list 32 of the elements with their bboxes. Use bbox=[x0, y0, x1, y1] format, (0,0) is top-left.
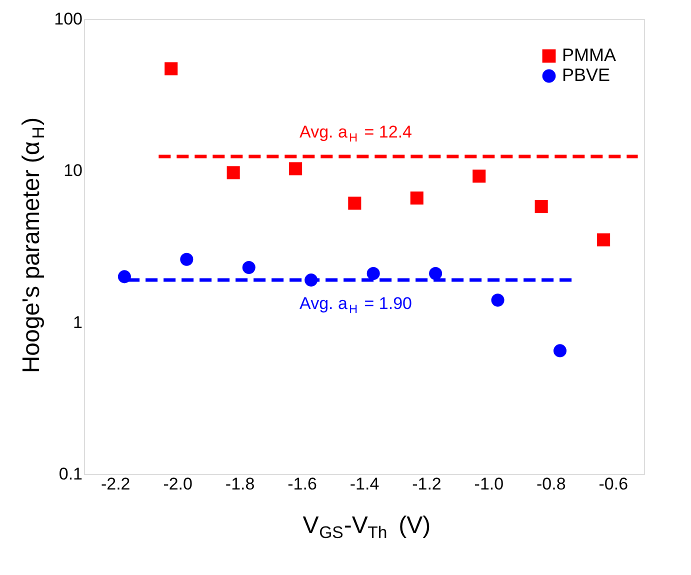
point bbox=[534, 200, 548, 214]
point bbox=[164, 62, 178, 76]
y-axis-title: Hooge's parameter (αH) bbox=[18, 117, 48, 374]
point bbox=[553, 344, 567, 358]
y-tick-label: 0.1 bbox=[58, 464, 82, 484]
y-tick-label: 100 bbox=[54, 10, 82, 28]
x-tick-label: -0.8 bbox=[536, 474, 566, 494]
x-tick-label: -1.8 bbox=[225, 474, 255, 494]
point bbox=[348, 196, 362, 210]
y-tick-label: 10 bbox=[64, 161, 82, 180]
point bbox=[118, 270, 131, 284]
x-tick-label: -1.2 bbox=[412, 474, 442, 494]
x-tick-label: -1.0 bbox=[474, 474, 504, 494]
legend-label: PBVE bbox=[562, 65, 610, 85]
y-tick-label: 1 bbox=[73, 312, 82, 332]
x-tick-label: -2.2 bbox=[100, 474, 130, 494]
point bbox=[289, 162, 302, 176]
x-tick-label: -0.6 bbox=[598, 474, 628, 494]
point bbox=[366, 266, 380, 280]
legend-label: PMMA bbox=[562, 45, 616, 65]
point bbox=[410, 192, 424, 205]
x-tick-label: -2.0 bbox=[163, 474, 192, 494]
point bbox=[180, 252, 194, 266]
point bbox=[226, 166, 240, 180]
point bbox=[597, 233, 610, 246]
point bbox=[242, 260, 256, 274]
x-tick-label: -1.4 bbox=[350, 474, 380, 494]
point bbox=[472, 170, 486, 183]
point bbox=[491, 294, 504, 307]
x-tick-label: -1.6 bbox=[288, 474, 317, 494]
point bbox=[304, 274, 318, 287]
point bbox=[429, 266, 442, 280]
